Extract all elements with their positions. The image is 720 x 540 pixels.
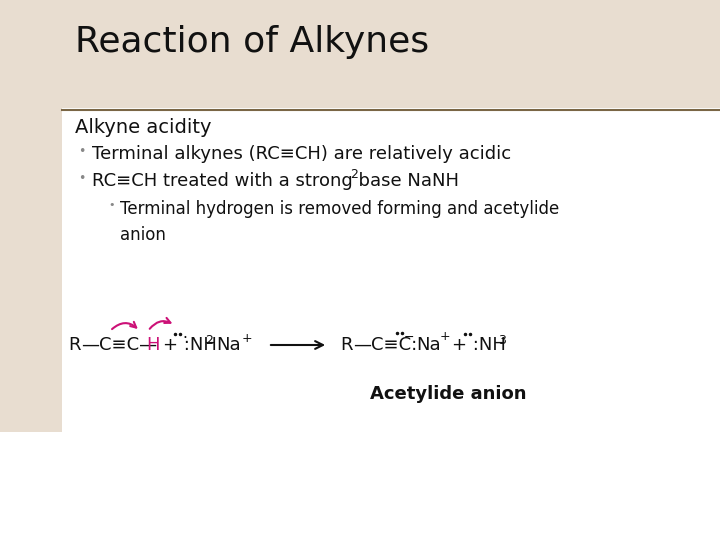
Text: —C≡C:: —C≡C:: [353, 336, 418, 354]
Text: •: •: [78, 172, 86, 185]
Text: 2: 2: [205, 334, 213, 348]
Text: R: R: [68, 336, 81, 354]
Text: Na: Na: [416, 336, 441, 354]
Text: Terminal hydrogen is removed forming and acetylide
anion: Terminal hydrogen is removed forming and…: [120, 200, 559, 245]
Text: +: +: [440, 330, 451, 343]
Text: Acetylide anion: Acetylide anion: [370, 385, 526, 403]
Text: •: •: [108, 200, 114, 210]
Text: —C≡C—: —C≡C—: [81, 336, 157, 354]
Text: Reaction of Alkynes: Reaction of Alkynes: [75, 25, 429, 59]
Text: 3: 3: [498, 334, 506, 348]
Text: •: •: [78, 145, 86, 158]
FancyArrowPatch shape: [150, 318, 171, 329]
Text: H: H: [146, 336, 160, 354]
Bar: [0, 0, 720, 108]
Text: + :̇NH: + :̇NH: [163, 336, 217, 354]
FancyArrowPatch shape: [112, 322, 136, 329]
Text: R: R: [340, 336, 353, 354]
Text: Alkyne acidity: Alkyne acidity: [75, 118, 212, 137]
Bar: [0, 0, 62, 432]
Text: −: −: [404, 330, 415, 343]
Text: + :NH: + :NH: [452, 336, 506, 354]
Text: 2: 2: [350, 168, 358, 181]
Text: Terminal alkynes (RC≡CH) are relatively acidic: Terminal alkynes (RC≡CH) are relatively …: [92, 145, 511, 163]
Text: +: +: [242, 332, 253, 345]
Text: Na: Na: [216, 336, 240, 354]
Text: RC≡CH treated with a strong base NaNH: RC≡CH treated with a strong base NaNH: [92, 172, 459, 190]
